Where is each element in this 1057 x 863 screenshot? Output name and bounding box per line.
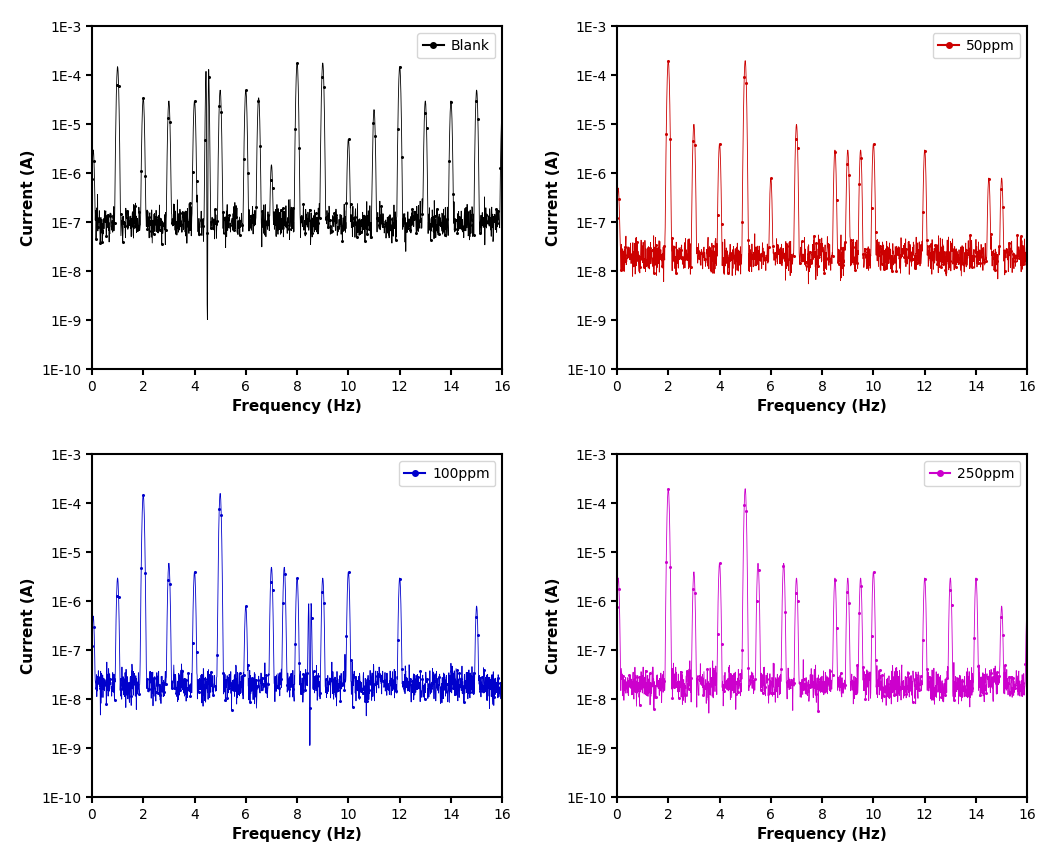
X-axis label: Frequency (Hz): Frequency (Hz) — [233, 827, 361, 842]
X-axis label: Frequency (Hz): Frequency (Hz) — [757, 827, 887, 842]
X-axis label: Frequency (Hz): Frequency (Hz) — [233, 400, 361, 414]
Legend: Blank: Blank — [418, 34, 496, 59]
X-axis label: Frequency (Hz): Frequency (Hz) — [757, 400, 887, 414]
Legend: 250ppm: 250ppm — [924, 462, 1020, 487]
Y-axis label: Current (A): Current (A) — [21, 149, 36, 246]
Y-axis label: Current (A): Current (A) — [21, 577, 36, 674]
Legend: 50ppm: 50ppm — [932, 34, 1020, 59]
Y-axis label: Current (A): Current (A) — [545, 577, 561, 674]
Y-axis label: Current (A): Current (A) — [545, 149, 561, 246]
Legend: 100ppm: 100ppm — [398, 462, 496, 487]
